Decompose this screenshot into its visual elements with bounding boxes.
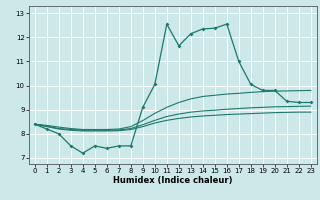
X-axis label: Humidex (Indice chaleur): Humidex (Indice chaleur) (113, 176, 233, 185)
